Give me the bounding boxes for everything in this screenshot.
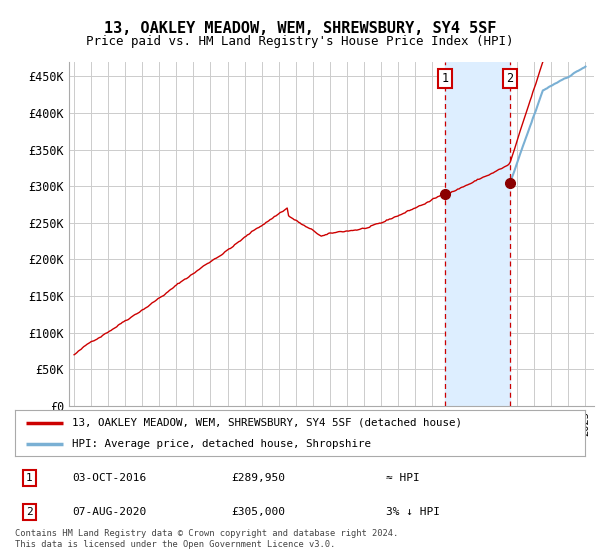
Bar [445,62,510,406]
Text: Price paid vs. HM Land Registry's House Price Index (HPI): Price paid vs. HM Land Registry's House … [86,35,514,48]
Text: 03-OCT-2016: 03-OCT-2016 [72,473,146,483]
Text: 13, OAKLEY MEADOW, WEM, SHREWSBURY, SY4 5SF: 13, OAKLEY MEADOW, WEM, SHREWSBURY, SY4 … [104,21,496,36]
Text: £305,000: £305,000 [232,507,286,517]
Text: 2: 2 [26,507,32,517]
Text: 1: 1 [26,473,32,483]
Text: £289,950: £289,950 [232,473,286,483]
Text: 2: 2 [506,72,514,85]
Text: 13, OAKLEY MEADOW, WEM, SHREWSBURY, SY4 5SF (detached house): 13, OAKLEY MEADOW, WEM, SHREWSBURY, SY4 … [72,418,462,428]
Text: ≈ HPI: ≈ HPI [386,473,419,483]
Text: 07-AUG-2020: 07-AUG-2020 [72,507,146,517]
Text: HPI: Average price, detached house, Shropshire: HPI: Average price, detached house, Shro… [72,439,371,449]
Text: 1: 1 [441,72,448,85]
Text: Contains HM Land Registry data © Crown copyright and database right 2024.
This d: Contains HM Land Registry data © Crown c… [15,529,398,549]
Text: 3% ↓ HPI: 3% ↓ HPI [386,507,439,517]
